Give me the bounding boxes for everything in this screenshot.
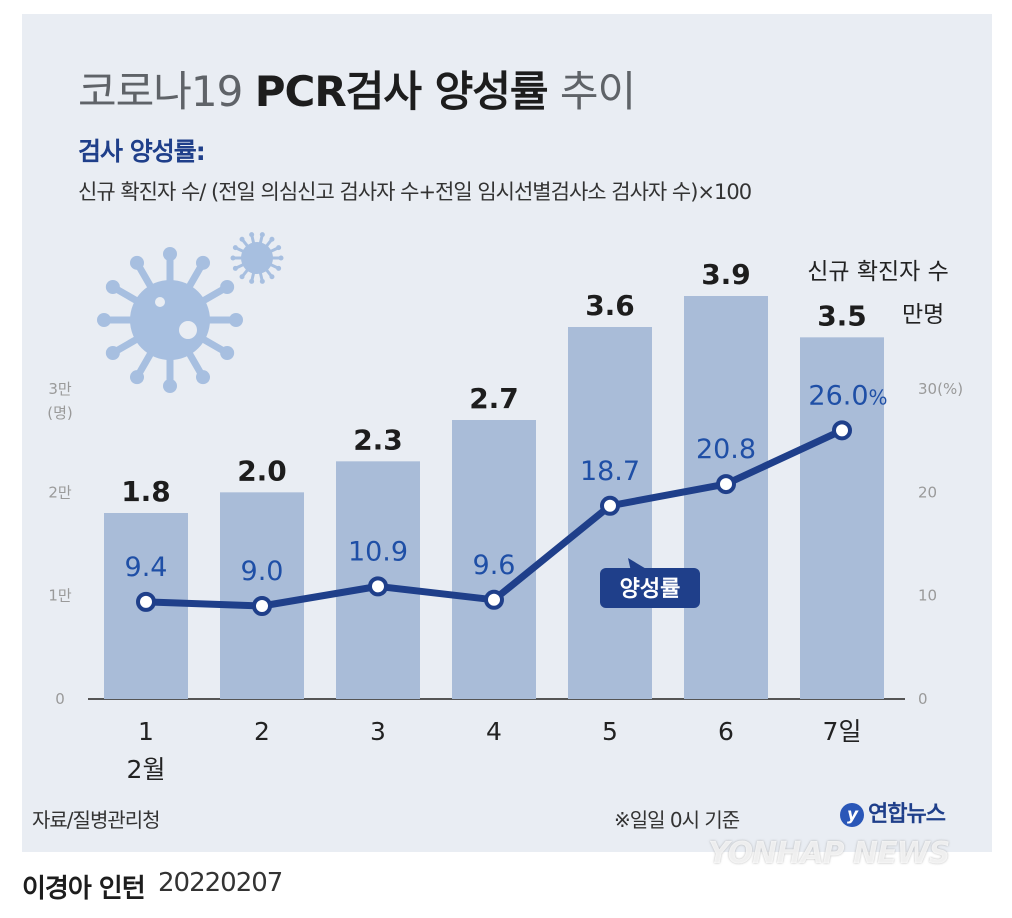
- publish-date: 20220207: [158, 868, 283, 898]
- virus-spike-tip: [278, 255, 284, 261]
- category-label-4: 4: [486, 717, 502, 746]
- virus-spike-tip: [220, 346, 235, 360]
- line-point-6: [716, 474, 736, 495]
- line-label-5: 18.7: [580, 456, 640, 487]
- bar-label-6: 3.9: [701, 258, 751, 291]
- category-label-3: 3: [370, 717, 386, 746]
- virus-spike-tip: [276, 245, 282, 251]
- virus-spike-tip: [239, 274, 245, 280]
- right-tick-0: 0: [918, 690, 928, 708]
- yonhap-logo-icon: y: [840, 803, 864, 827]
- virus-spike-tip: [269, 274, 275, 280]
- virus-spike-tip: [130, 370, 144, 385]
- x-axis-month-label: 2월: [127, 755, 166, 784]
- virus-spike-tip: [269, 236, 275, 242]
- watermark: YONHAP NEWS: [708, 836, 950, 871]
- virus-spike-tip: [163, 379, 177, 393]
- bar-label-2: 2.0: [237, 454, 287, 487]
- bar-4: [452, 420, 536, 699]
- category-label-6: 6: [718, 717, 734, 746]
- bar-label-3: 2.3: [353, 423, 403, 456]
- series-callout: 양성률: [600, 558, 700, 608]
- virus-spike-tip: [239, 236, 245, 242]
- callout-label: 양성률: [620, 577, 681, 602]
- virus-spike-tip: [196, 255, 210, 270]
- right-tick-2: 20: [918, 483, 937, 501]
- bar-2: [220, 492, 304, 699]
- line-point-5: [600, 495, 620, 516]
- left-axis-unit: (명): [47, 404, 73, 422]
- virus-spike-tip: [105, 346, 120, 360]
- line-label-1: 9.4: [125, 552, 168, 583]
- virus-spike-tip: [163, 247, 177, 261]
- title-prefix: 코로나19: [78, 67, 243, 116]
- virus-spike-tip: [232, 245, 238, 251]
- basis-note: ※일일 0시 기준: [614, 808, 740, 832]
- line-point-7: [832, 420, 852, 441]
- left-tick-0: 0: [55, 690, 65, 708]
- brand-name: 연합뉴스: [868, 802, 946, 827]
- virus-spike-tip: [259, 232, 265, 238]
- category-label-5: 5: [602, 717, 618, 746]
- bar-label-7: 3.5: [817, 299, 867, 332]
- title-suffix: 추이: [559, 67, 636, 116]
- virus-spike-tip: [276, 265, 282, 271]
- line-label-2: 9.0: [241, 556, 284, 587]
- line-label-7: 26.0%: [808, 380, 887, 411]
- line-label-4: 9.6: [473, 550, 516, 581]
- definition-formula: 신규 확진자 수/ (전일 의심신고 검사자 수+전일 임시선별검사소 검사자 …: [78, 180, 752, 204]
- bar-7: [800, 337, 884, 699]
- bar-label-1: 1.8: [121, 475, 171, 508]
- virus-spike-tip: [249, 278, 255, 284]
- bar-label-4: 2.7: [469, 382, 519, 415]
- annotation-new-cases: 신규 확진자 수: [807, 259, 949, 285]
- left-tick-3: 3만: [48, 380, 72, 398]
- chart-title: 코로나19 PCR검사 양성률 추이: [78, 58, 636, 119]
- virus-spike-tip: [97, 313, 111, 327]
- right-tick-1: 10: [918, 587, 937, 605]
- virus-spike-tip: [130, 255, 144, 270]
- line-point-2: [252, 596, 272, 616]
- left-tick-1: 1만: [48, 587, 72, 605]
- definition-label: 검사 양성률:: [78, 137, 206, 166]
- virus-spike-tip: [232, 265, 238, 271]
- category-label-1: 1: [138, 717, 154, 746]
- virus-spike-tip: [220, 280, 235, 294]
- title-bold: PCR검사 양성률: [254, 67, 549, 116]
- virus-spike-tip: [105, 280, 120, 294]
- line-label-3: 10.9: [348, 536, 408, 567]
- line-point-1: [136, 591, 156, 612]
- virus-spike-tip: [229, 313, 243, 327]
- brand-logo: y 연합뉴스: [840, 796, 946, 828]
- category-label-2: 2: [254, 717, 270, 746]
- category-label-7: 7일: [823, 717, 862, 746]
- annotation-unit: 만명: [902, 302, 944, 328]
- virus-spike-tip: [259, 278, 265, 284]
- bar-6: [684, 296, 768, 699]
- source-text: 자료/질병관리청: [32, 808, 161, 832]
- bar-label-5: 3.6: [585, 289, 635, 322]
- line-point-3: [368, 576, 388, 597]
- virus-spike-tip: [249, 232, 255, 238]
- virus-spike-tip: [230, 255, 236, 261]
- virus-spike-tip: [196, 370, 210, 385]
- virus-icon-small: [230, 232, 284, 284]
- callout-box: [600, 568, 700, 608]
- right-tick-3: 30(%): [918, 380, 963, 398]
- line-label-6: 20.8: [696, 434, 756, 465]
- author: 이경아 인턴: [22, 874, 146, 904]
- virus-icon-large: [97, 247, 243, 393]
- left-tick-2: 2만: [48, 483, 72, 501]
- line-point-4: [484, 589, 504, 610]
